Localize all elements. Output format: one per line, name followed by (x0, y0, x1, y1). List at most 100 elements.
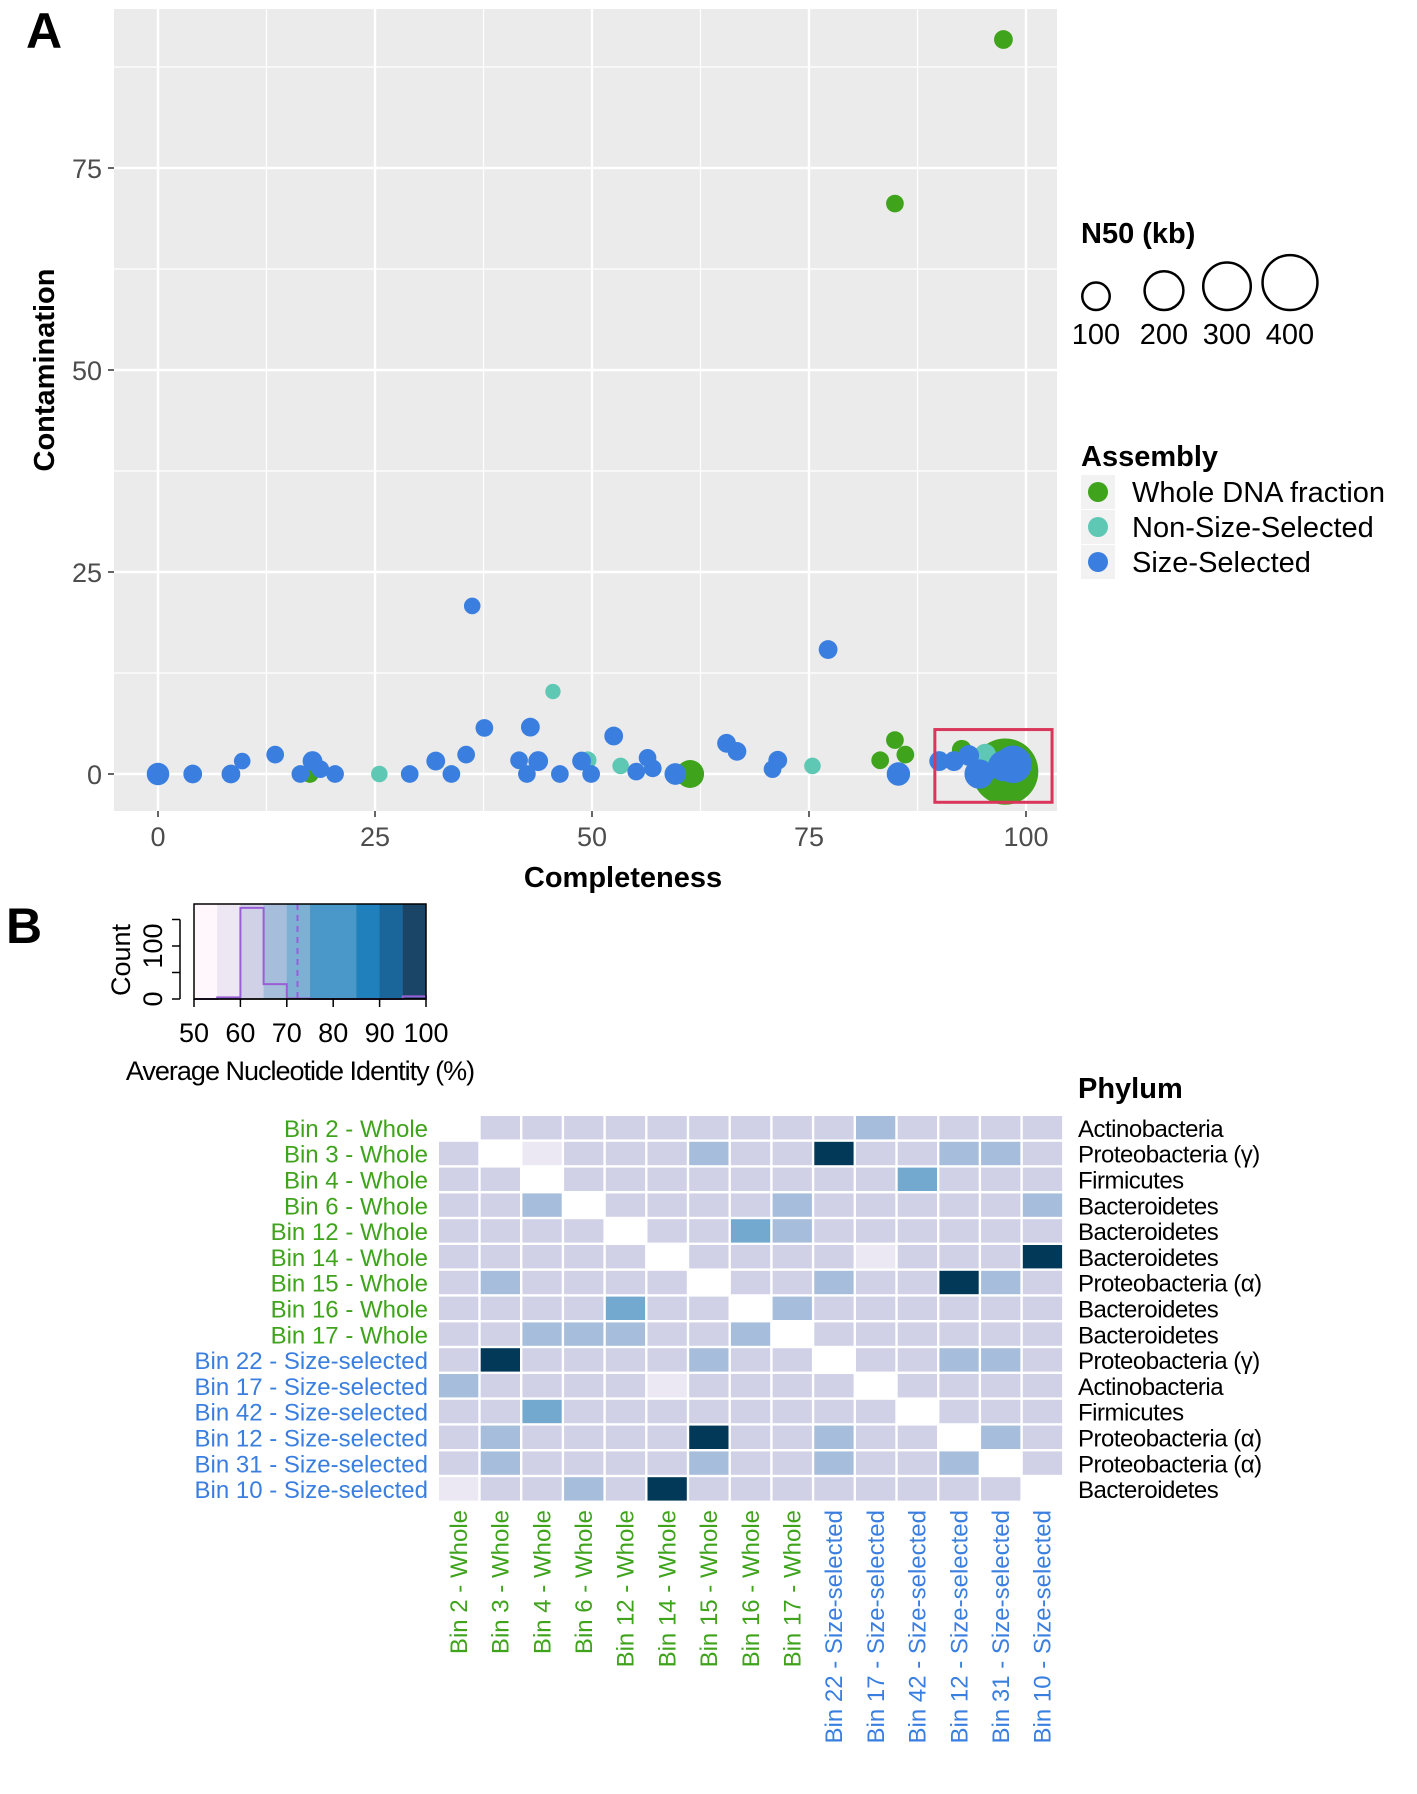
legend-label: Size-Selected (1132, 547, 1311, 579)
x-tick-label: 50 (179, 1018, 209, 1048)
size-legend-title: N50 (kb) (1081, 218, 1195, 250)
phylum-label: Firmicutes (1078, 1168, 1184, 1195)
heatmap-cell (939, 1425, 979, 1449)
heatmap-cell (981, 1451, 1021, 1475)
y-tick-label: 25 (72, 558, 102, 588)
heatmap-cell (1022, 1141, 1063, 1166)
heatmap-cell (564, 1167, 604, 1191)
row-label: Bin 16 - Whole (271, 1297, 428, 1324)
heatmap-cell (1022, 1116, 1063, 1140)
heatmap-cell (939, 1374, 979, 1398)
heatmap-cell (480, 1167, 520, 1191)
heatmap-cell (772, 1322, 812, 1346)
heatmap-cell (897, 1399, 937, 1424)
heatmap-cell (605, 1193, 646, 1217)
heatmap-cell (814, 1399, 854, 1424)
heatmap-cell (480, 1451, 520, 1475)
heatmap-cell (772, 1425, 812, 1449)
heatmap-cell (522, 1219, 562, 1243)
color-band (356, 904, 381, 999)
heatmap-cell (439, 1477, 479, 1501)
heatmap-cell (605, 1374, 646, 1398)
phylum-label: Bacteroidetes (1078, 1219, 1219, 1246)
heatmap-cell (480, 1399, 520, 1424)
heatmap-cell (647, 1296, 687, 1320)
heatmap-cell (981, 1374, 1021, 1398)
heatmap-cell (564, 1451, 604, 1475)
row-label: Bin 12 - Whole (271, 1219, 428, 1246)
heatmap-cell (522, 1451, 562, 1475)
heatmap-cell (689, 1425, 729, 1449)
heatmap-cell (939, 1219, 979, 1243)
phylum-label: Actinobacteria (1078, 1374, 1224, 1401)
legend-swatch (1088, 552, 1108, 572)
heatmap-cell (439, 1116, 479, 1140)
heatmap-cell (522, 1348, 562, 1372)
heatmap-cell (981, 1193, 1021, 1217)
heatmap-cell (689, 1116, 729, 1140)
legend-swatch (1088, 482, 1108, 502)
heatmap-cell (897, 1219, 937, 1243)
heatmap-cell (814, 1167, 854, 1191)
heatmap-cell (480, 1270, 520, 1295)
heatmap-cell (564, 1425, 604, 1449)
phylum-title: Phylum (1078, 1073, 1183, 1105)
heatmap-cell (647, 1374, 687, 1398)
phylum-label: Bacteroidetes (1078, 1193, 1219, 1220)
phylum-label: Proteobacteria (α) (1078, 1271, 1262, 1298)
heatmap-cell (1022, 1348, 1063, 1372)
heatmap-cell (814, 1477, 854, 1501)
legend-swatch (1088, 517, 1108, 537)
heatmap-cell (772, 1116, 812, 1140)
heatmap-cell (647, 1477, 687, 1501)
point-whole (886, 731, 904, 749)
heatmap-cell (439, 1270, 479, 1295)
heatmap-cell (939, 1322, 979, 1346)
heatmap-cell (939, 1245, 979, 1269)
heatmap-cell (605, 1116, 646, 1140)
column-label: Bin 6 - Whole (571, 1510, 598, 1654)
heatmap-cell (439, 1348, 479, 1372)
heatmap-cell (564, 1296, 604, 1320)
size-legend-label: 200 (1140, 319, 1188, 351)
point-size-selected (311, 760, 330, 779)
phylum-label: Proteobacteria (γ) (1078, 1348, 1260, 1375)
heatmap-cell (605, 1167, 646, 1191)
heatmap-cell (647, 1348, 687, 1372)
point-non-size-selected (612, 757, 629, 775)
y-tick-label: 50 (72, 356, 102, 386)
point-size-selected (463, 597, 481, 615)
heatmap-cell (647, 1425, 687, 1449)
point-size-selected (664, 763, 687, 785)
column-label: Bin 3 - Whole (488, 1510, 515, 1654)
x-tick-label: 100 (403, 1018, 448, 1048)
heatmap-cell (439, 1219, 479, 1243)
heatmap-cell (981, 1167, 1021, 1191)
highlight-box (933, 728, 1054, 804)
color-band (194, 904, 218, 999)
heatmap-cell (856, 1399, 896, 1424)
point-size-selected (400, 765, 419, 783)
heatmap-cell (897, 1141, 937, 1166)
heatmap-cell (647, 1270, 687, 1295)
heatmap-cell (689, 1451, 729, 1475)
column-label: Bin 31 - Size-selected (988, 1510, 1015, 1743)
heatmap-cell (897, 1167, 937, 1191)
phylum-label: Bacteroidetes (1078, 1477, 1219, 1504)
x-tick-label: 25 (360, 822, 390, 852)
heatmap-cell (730, 1399, 771, 1424)
heatmap-cell (856, 1193, 896, 1217)
point-size-selected (528, 751, 549, 771)
heatmap-cell (939, 1167, 979, 1191)
heatmap-cell (730, 1322, 771, 1346)
heatmap-cell (480, 1374, 520, 1398)
heatmap-cell (814, 1245, 854, 1269)
heatmap-cell (522, 1116, 562, 1140)
heatmap-cell (897, 1451, 937, 1475)
heatmap-cell (814, 1116, 854, 1140)
column-label: Bin 10 - Size-selected (1030, 1510, 1057, 1743)
heatmap-cell (730, 1296, 771, 1320)
column-label: Bin 16 - Whole (738, 1510, 765, 1667)
heatmap-cell (522, 1322, 562, 1346)
